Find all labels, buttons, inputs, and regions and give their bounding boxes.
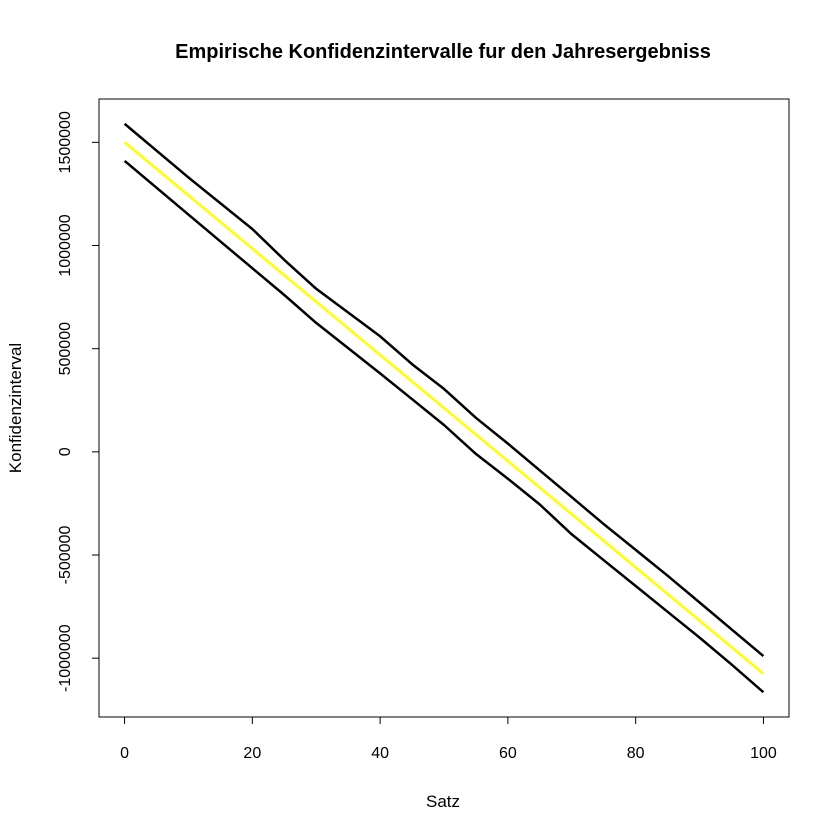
x-axis: 0 20 40 60 80 100 — [120, 716, 777, 762]
y-tick-label: 1500000 — [57, 111, 74, 173]
y-tick-label: -500000 — [57, 526, 74, 585]
x-axis-label: Satz — [426, 792, 460, 811]
y-axis-label: Konfidenzinterval — [6, 343, 25, 473]
x-tick-label: 80 — [627, 745, 645, 762]
x-tick-label: 0 — [120, 745, 129, 762]
series-line-3 — [123, 159, 765, 694]
series-line-2 — [123, 141, 765, 675]
x-tick-label: 60 — [499, 745, 517, 762]
x-tick-label: 20 — [243, 745, 261, 762]
series-line-1 — [123, 122, 765, 658]
x-tick-label: 40 — [371, 745, 389, 762]
y-tick-label: -1000000 — [57, 624, 74, 692]
y-tick-label: 1000000 — [57, 214, 74, 276]
y-tick-label: 0 — [57, 447, 74, 456]
x-tick-label: 100 — [750, 745, 777, 762]
chart-title: Empirische Konfidenzintervalle fur den J… — [175, 41, 711, 63]
y-axis: -1000000 -500000 0 500000 1000000 1500000 — [57, 111, 100, 692]
series-layer — [123, 122, 765, 694]
y-tick-label: 500000 — [57, 322, 74, 375]
